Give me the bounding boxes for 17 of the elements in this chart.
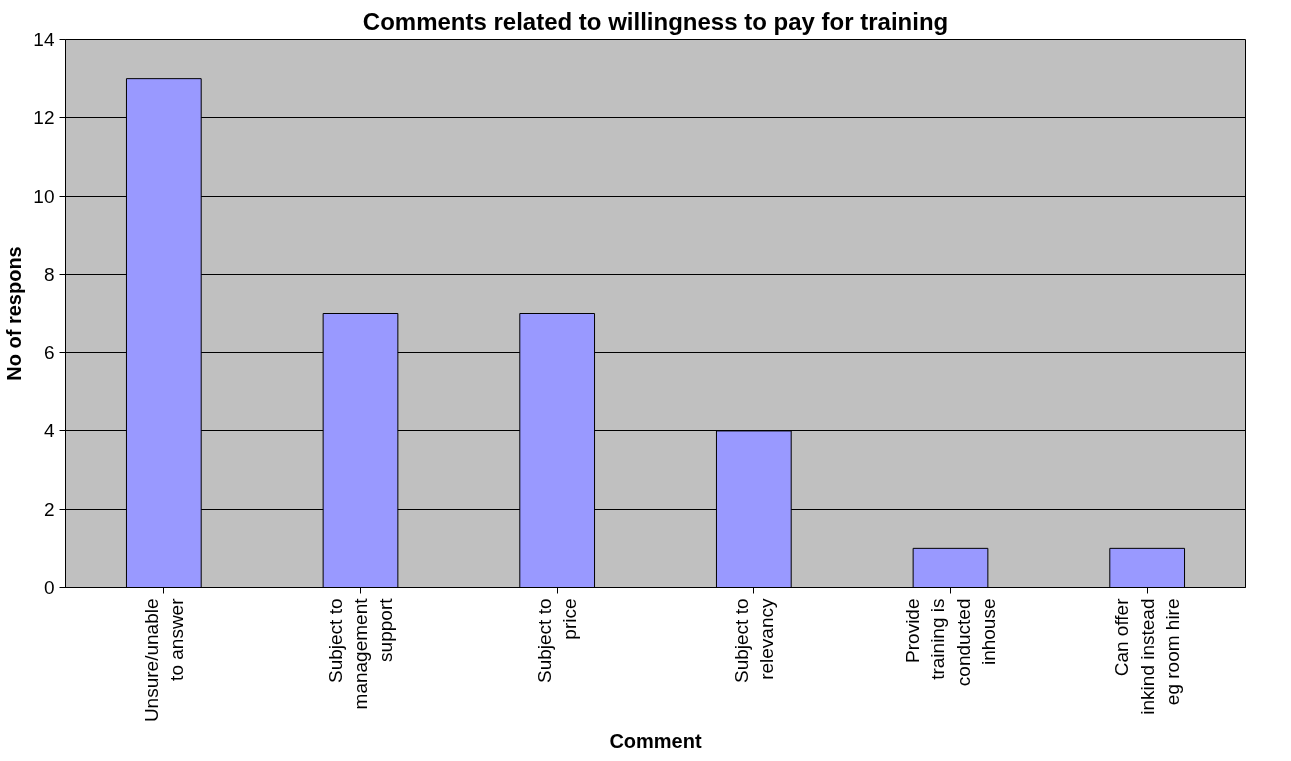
chart-title: Comments related to willingness to pay for training: [362, 7, 949, 35]
x-tick-label: Subject to management support: [324, 597, 397, 710]
y-tick-label: 8: [43, 263, 55, 285]
x-tick-label: Can offer inkind instead eg room hire: [1111, 597, 1183, 715]
y-tick-label: 12: [33, 107, 55, 129]
x-tick-label: Subject to relevancy: [730, 598, 777, 683]
y-tick-label: 2: [43, 498, 55, 520]
x-axis-title: Comment: [609, 730, 702, 753]
x-tick-label: Unsure/unable to answer: [140, 597, 187, 723]
y-axis-title: No of respons: [3, 246, 26, 381]
x-tick-label: Provide training is conducted inhouse: [902, 598, 999, 687]
x-tick-label: Subject to price: [534, 598, 581, 683]
y-tick-label: 4: [43, 420, 55, 442]
y-tick-label: 10: [33, 185, 55, 207]
y-tick-label: 0: [43, 577, 55, 598]
y-tick-label: 6: [43, 342, 55, 364]
y-tick-label: 14: [33, 29, 55, 50]
